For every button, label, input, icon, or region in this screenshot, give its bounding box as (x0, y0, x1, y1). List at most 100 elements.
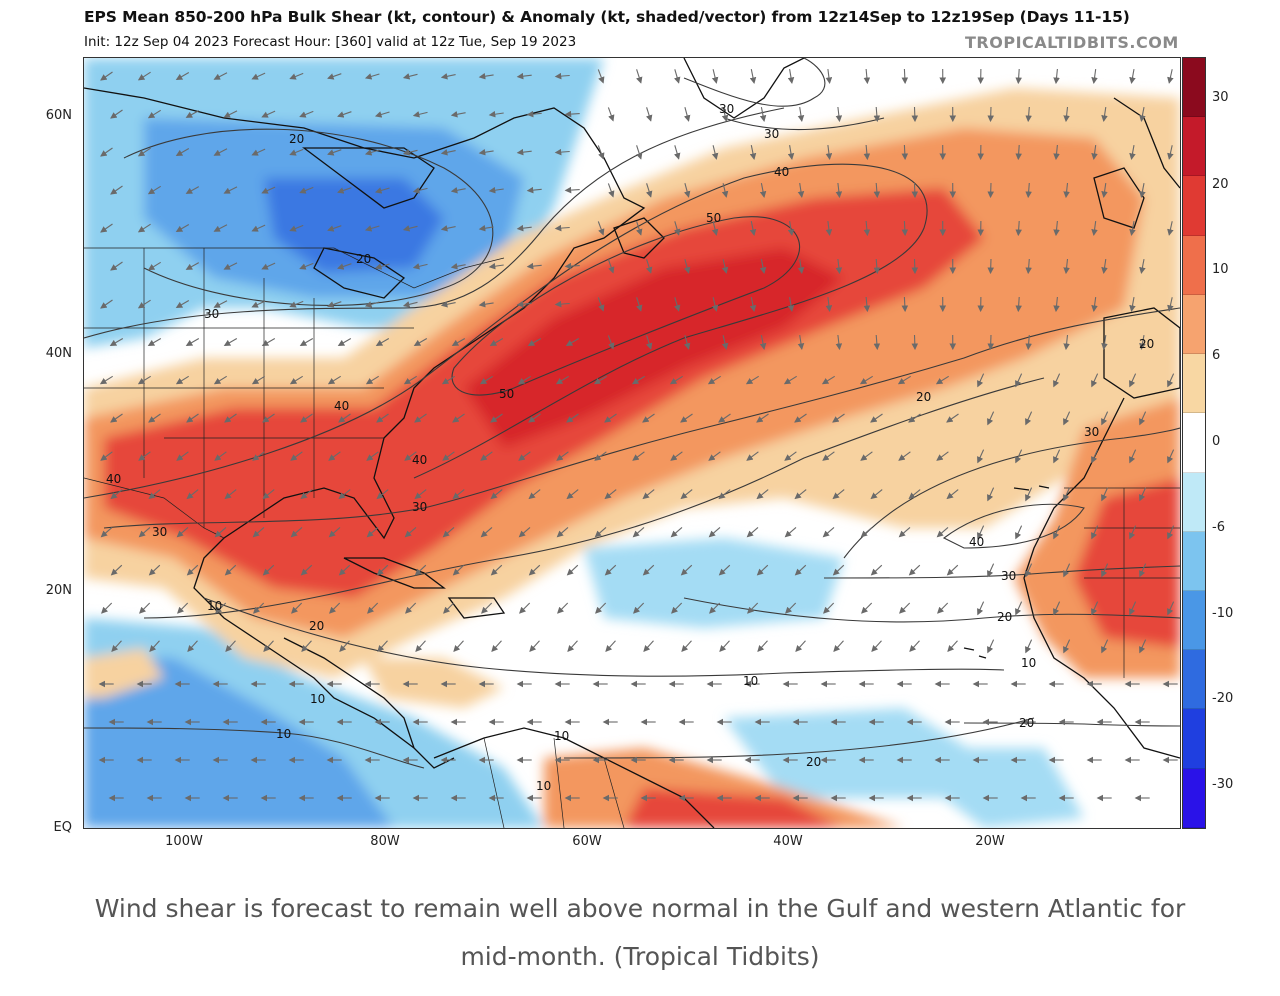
contour-labels: 20 20 30 30 30 40 40 40 40 50 50 30 20 2… (106, 102, 1154, 793)
wind-vector-arrow (441, 375, 455, 385)
wind-vector-arrow (253, 602, 265, 614)
border-us-canada (84, 247, 505, 289)
wind-vector-arrow (263, 640, 274, 653)
wind-vector-arrow (593, 375, 607, 385)
wind-vector-arrow (873, 182, 881, 199)
wind-vector-arrow (749, 68, 757, 84)
wind-vector-arrow (1091, 601, 1099, 616)
wind-vector-arrow (595, 602, 607, 614)
wind-vector-arrow (673, 69, 681, 84)
wind-vector-arrow (110, 564, 123, 576)
wind-vector-arrow (708, 526, 721, 538)
coast-iberia (1103, 307, 1180, 399)
wind-vector-arrow (787, 297, 795, 312)
wind-vector-arrow (794, 413, 807, 423)
wind-vector-arrow (870, 564, 883, 576)
wind-vector-arrow (377, 640, 388, 653)
wind-vector-arrow (175, 300, 190, 309)
wind-vector-arrow (908, 564, 921, 576)
caption-line-2: mid-month. (Tropical Tidbits) (460, 942, 820, 971)
shear-map: 20 20 30 30 30 40 40 40 40 50 50 30 20 2… (83, 57, 1181, 829)
wind-vector-arrow (526, 110, 542, 118)
colorbar-segment (1183, 413, 1205, 473)
wind-vector-arrow (709, 602, 721, 614)
wind-vector-arrow (1053, 373, 1061, 388)
wind-vector-arrow (452, 413, 465, 423)
wind-vector-arrow (450, 111, 466, 118)
wind-vector-arrow (215, 602, 227, 614)
coast-hispaniola (447, 597, 506, 619)
wind-vector-arrow (673, 297, 681, 312)
wind-vector-arrow (414, 564, 427, 576)
wind-vector-arrow (721, 259, 729, 274)
wind-vector-arrow (213, 148, 228, 156)
wind-vector-arrow (718, 564, 731, 576)
wind-vector-arrow (1025, 182, 1032, 199)
wind-vector-arrow (987, 411, 995, 426)
wind-vector-arrow (859, 375, 873, 385)
colorbar-label: 20 (1212, 177, 1229, 192)
contour-20-africa-south (963, 722, 1180, 727)
wind-vector-arrow (821, 375, 835, 385)
wind-vector-arrow (987, 487, 995, 502)
wind-vector-arrow (300, 413, 313, 423)
wind-vector-arrow (1025, 106, 1032, 123)
wind-vector-arrow (901, 68, 909, 85)
colorbar-segment (1183, 472, 1205, 532)
wind-vector-arrow (795, 640, 806, 653)
wind-vector-arrow (646, 183, 653, 198)
wind-vector-arrow (711, 145, 719, 160)
wind-vector-arrow (374, 187, 390, 194)
wind-vector-arrow (835, 106, 843, 123)
wind-vector-arrow (936, 526, 949, 538)
wind-vector-arrow (452, 489, 465, 500)
wind-vector-arrow (251, 375, 265, 385)
wind-vector-arrow (252, 451, 265, 461)
wind-vector-arrow (529, 640, 540, 653)
colorbar-segment (1183, 176, 1205, 236)
wind-vector-arrow (490, 413, 503, 423)
wind-vector-arrow (1101, 107, 1108, 122)
contour-label: 10 (276, 727, 291, 741)
wind-vector-arrow (100, 451, 113, 461)
wind-vector-arrow (299, 338, 314, 347)
anomaly-positive-caribbean (364, 658, 504, 708)
wind-vector-arrow (987, 334, 994, 351)
colorbar-label: -6 (1212, 520, 1225, 535)
wind-vector-arrow (452, 564, 465, 576)
wind-vector-arrow (1091, 449, 1099, 464)
wind-vector-arrow (137, 375, 151, 385)
wind-vector-arrow (289, 72, 304, 80)
wind-vector-arrow (299, 110, 314, 118)
wind-vector-arrow (337, 338, 352, 347)
wind-vector-arrow (526, 262, 542, 270)
wind-vector-arrow (636, 145, 643, 160)
wind-vector-arrow (946, 564, 959, 576)
colorbar-segment (1183, 58, 1205, 118)
wind-vector-arrow (1129, 525, 1137, 540)
wind-vector-arrow (936, 451, 949, 461)
contour-label: 30 (204, 307, 219, 321)
wind-vector-arrow (977, 601, 985, 616)
contour-label: 30 (152, 525, 167, 539)
colorbar-segment (1183, 354, 1205, 414)
wind-vector-arrow (186, 413, 199, 423)
wind-vector-arrow (338, 489, 351, 500)
coast-europe (1113, 97, 1180, 189)
contour-label: 10 (536, 779, 551, 793)
wind-vector-arrow (861, 602, 873, 614)
wind-vector-arrow (870, 413, 883, 423)
contour-label: 40 (774, 165, 789, 179)
wind-vector-arrow (898, 526, 911, 538)
wind-vector-arrow (946, 489, 959, 500)
wind-vector-arrow (518, 526, 531, 538)
wind-vector-arrow (554, 224, 570, 232)
wind-vector-arrow (488, 262, 504, 270)
wind-vector-arrow (213, 72, 228, 80)
wind-vector-arrow (478, 72, 494, 80)
wind-vector-arrow (607, 259, 615, 274)
wind-vector-arrow (669, 375, 683, 385)
contour-label: 40 (412, 453, 427, 467)
wind-vector-arrow (404, 526, 417, 538)
wind-vector-arrow (223, 110, 238, 118)
